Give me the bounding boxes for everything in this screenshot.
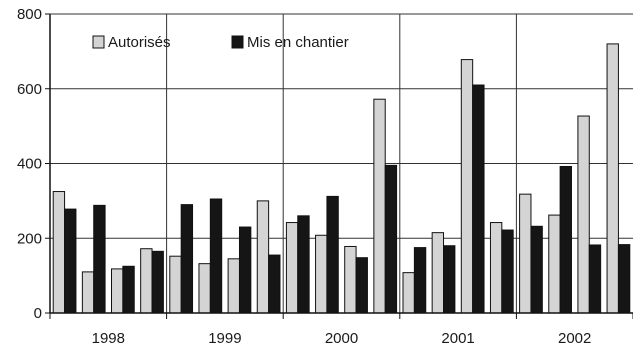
bar-autorises — [519, 193, 532, 314]
bar-mis-en-chantier — [501, 229, 514, 314]
bar-autorises — [111, 268, 124, 314]
y-tick-label: 400 — [17, 156, 42, 173]
bar-mis-en-chantier — [617, 244, 631, 314]
bar-autorises — [198, 263, 211, 314]
gridlines — [50, 13, 633, 313]
legend: Autorisés Mis en chantier — [92, 34, 349, 51]
bar-mis-en-chantier — [472, 84, 485, 314]
y-tick-label: 200 — [17, 230, 42, 247]
legend-label: Autorisés — [108, 34, 171, 51]
bar-mis-en-chantier — [64, 208, 77, 314]
bar-autorises — [227, 258, 240, 314]
bar-mis-en-chantier — [384, 164, 398, 314]
bar-autorises — [548, 214, 561, 314]
x-group-label: 1998 — [92, 330, 125, 347]
bar-autorises — [169, 255, 182, 314]
bar-autorises — [606, 43, 619, 314]
bar-mis-en-chantier — [559, 165, 572, 314]
y-axis-ticks: 0 200 400 600 800 — [17, 6, 50, 322]
x-group-label: 1999 — [208, 330, 241, 347]
bar-mis-en-chantier — [268, 254, 281, 314]
bar-autorises — [315, 234, 328, 314]
bar-autorises — [431, 232, 445, 314]
x-group-label: 2000 — [325, 330, 358, 347]
bar-mis-en-chantier — [93, 204, 106, 314]
bar-mis-en-chantier — [122, 265, 135, 314]
bar-mis-en-chantier — [297, 215, 310, 314]
bar-mis-en-chantier — [209, 198, 223, 314]
bar-autorises — [140, 248, 153, 314]
bar-mis-en-chantier — [355, 257, 368, 314]
bar-mis-en-chantier — [180, 204, 194, 314]
bar-autorises — [402, 272, 415, 314]
legend-swatch — [231, 35, 244, 49]
bar-mis-en-chantier — [443, 245, 456, 314]
bar-autorises — [373, 98, 386, 314]
bar-mis-en-chantier — [326, 195, 339, 314]
x-axis-labels: 1998 1999 2000 2001 2002 — [49, 313, 633, 347]
y-tick-label: 800 — [17, 6, 42, 23]
bar-mis-en-chantier — [238, 226, 252, 314]
bar-mis-en-chantier — [530, 225, 543, 314]
bar-autorises — [81, 271, 95, 314]
bar-autorises — [285, 222, 299, 314]
y-tick-label: 600 — [17, 81, 42, 98]
x-group-label: 2002 — [558, 330, 591, 347]
bar-mis-en-chantier — [151, 250, 164, 314]
bar-autorises — [460, 59, 474, 314]
bar-autorises — [344, 245, 357, 314]
x-group-label: 2001 — [441, 330, 474, 347]
legend-swatch — [92, 35, 105, 49]
bars — [52, 43, 631, 314]
y-tick-label: 0 — [34, 305, 42, 322]
legend-label: Mis en chantier — [247, 34, 349, 51]
bar-autorises — [577, 115, 590, 314]
bar-autorises — [52, 191, 66, 314]
bar-autorises — [256, 200, 270, 314]
bar-mis-en-chantier — [588, 244, 602, 314]
bar-autorises — [489, 222, 503, 314]
bar-mis-en-chantier — [413, 247, 427, 314]
